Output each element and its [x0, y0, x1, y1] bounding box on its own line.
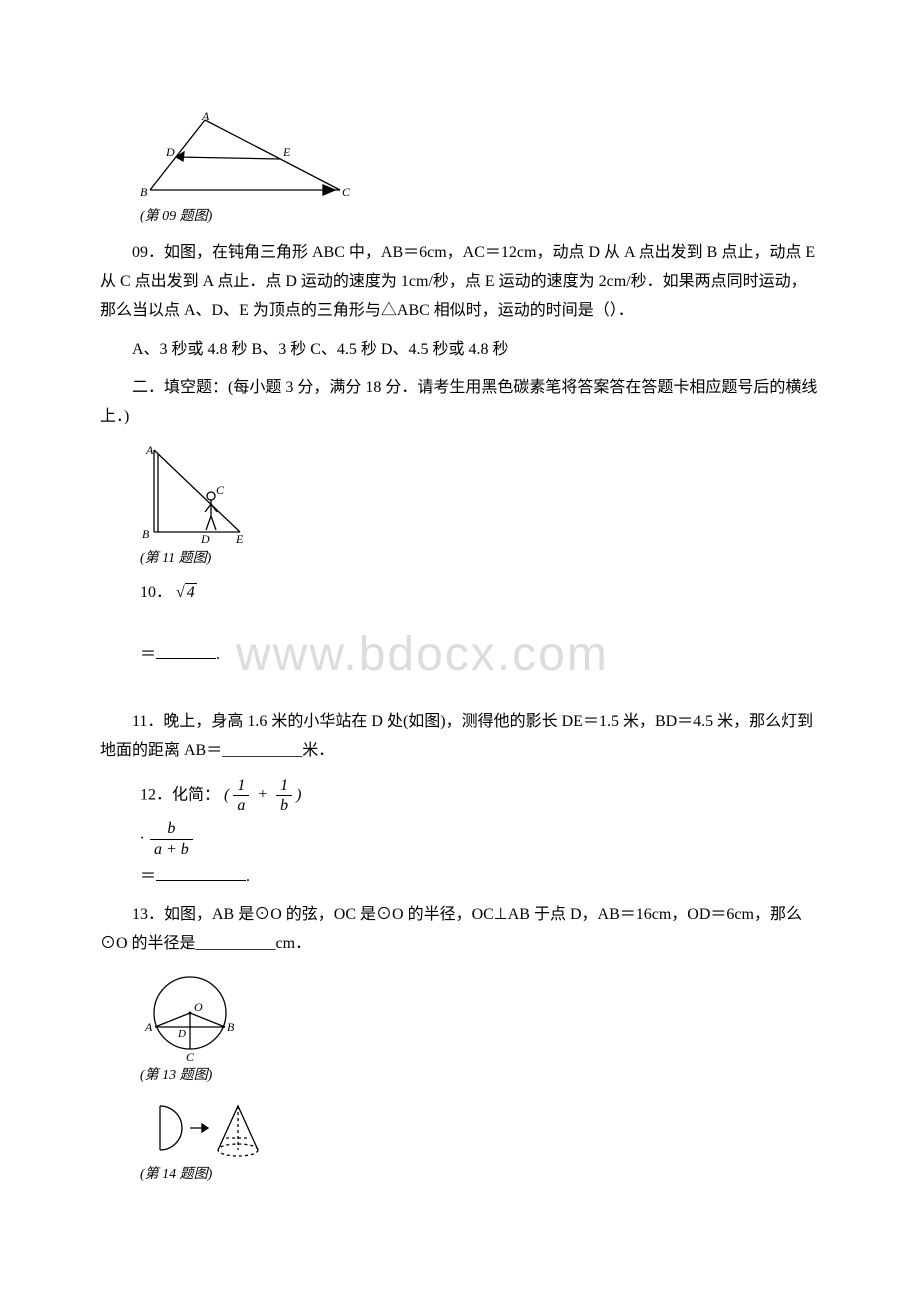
q10-equals-row: ＝. — [140, 641, 220, 670]
watermark: www.bdocx.com — [236, 612, 609, 698]
question-09: 09．如图，在钝角三角形 ABC 中，AB＝6cm，AC＝12cm，动点 D 从… — [100, 239, 820, 325]
question-10: 10． √4 — [140, 579, 820, 608]
figure-09-svg: A B C D E — [140, 112, 350, 202]
figure-13-svg: O A B D C — [140, 971, 240, 1061]
figure-13: O A B D C (第 13 题图) — [140, 971, 820, 1088]
figure-13-caption: (第 13 题图) — [140, 1063, 820, 1088]
svg-text:E: E — [235, 532, 244, 544]
fraction-1-over-a: 1 a — [233, 776, 249, 815]
question-12-line1: 12．化简： ( 1 a + 1 b ) — [140, 776, 820, 815]
svg-text:B: B — [227, 1020, 235, 1034]
fraction-b-over-a-plus-b: b a + b — [150, 819, 193, 858]
fraction-1-over-b: 1 b — [276, 776, 292, 815]
figure-09-caption: (第 09 题图) — [140, 204, 820, 229]
svg-text:A: A — [145, 444, 154, 457]
q12-blank — [156, 865, 246, 881]
svg-text:B: B — [142, 527, 150, 541]
svg-text:C: C — [216, 483, 225, 497]
question-11: 11．晚上，身高 1.6 米的小华站在 D 处(如图)，测得他的影长 DE＝1.… — [100, 708, 820, 766]
question-09-options: A、3 秒或 4.8 秒 B、3 秒 C、4.5 秒 D、4.5 秒或 4.8 … — [100, 336, 820, 365]
figure-09: A B C D E (第 09 题图) — [140, 112, 820, 229]
figure-14-caption: (第 14 题图) — [140, 1162, 820, 1187]
svg-text:D: D — [165, 145, 175, 159]
question-12-line3: ＝. — [140, 863, 820, 892]
figure-11-svg: A B C D E — [140, 444, 250, 544]
figure-11: A B C D E (第 11 题图) — [140, 444, 820, 571]
question-12-line2: · b a + b — [140, 819, 820, 858]
svg-text:E: E — [282, 145, 291, 159]
figure-14: (第 14 题图) — [140, 1100, 820, 1187]
svg-text:D: D — [200, 532, 210, 544]
question-13: 13．如图，AB 是⊙O 的弦，OC 是⊙O 的半径，OC⊥AB 于点 D，AB… — [100, 901, 820, 959]
figure-14-svg — [140, 1100, 270, 1160]
svg-text:A: A — [144, 1020, 153, 1034]
svg-text:A: A — [201, 112, 210, 123]
q10-prefix: 10． — [140, 584, 172, 601]
svg-text:B: B — [140, 185, 148, 199]
figure-11-caption: (第 11 题图) — [140, 546, 820, 571]
svg-text:O: O — [194, 1000, 203, 1014]
sqrt-icon: √4 — [176, 583, 197, 601]
svg-text:D: D — [177, 1028, 186, 1040]
svg-text:C: C — [342, 185, 350, 199]
svg-text:C: C — [186, 1050, 195, 1061]
q10-blank — [156, 643, 216, 659]
section-2-heading: 二．填空题：(每小题 3 分，满分 18 分．请考生用黑色碳素笔将答案答在答题卡… — [100, 374, 820, 432]
